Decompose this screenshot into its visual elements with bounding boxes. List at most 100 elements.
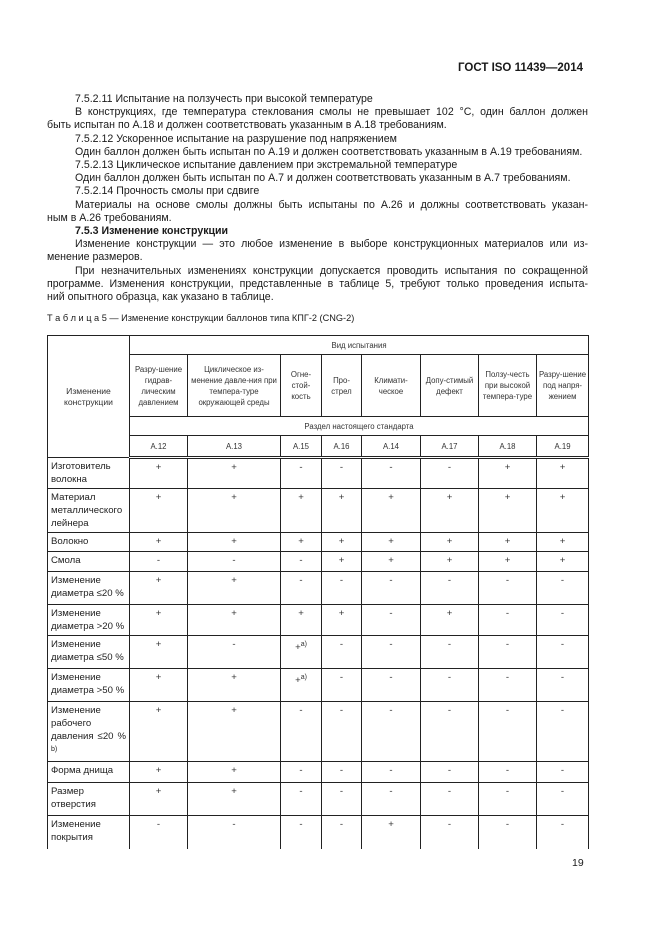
- column-header: Про-стрел: [321, 354, 362, 418]
- cell-mark: +: [155, 672, 162, 684]
- row-label: Изготовитель волокна: [47, 457, 130, 490]
- footnote-ref: a): [300, 674, 307, 682]
- cell-value: +: [420, 551, 479, 573]
- cell-mark: -: [339, 705, 344, 717]
- cell-value: +: [535, 532, 590, 553]
- cell-mark: +: [155, 536, 162, 548]
- cell-value: +: [129, 782, 188, 817]
- cell-mark: -: [156, 555, 161, 567]
- section-ref: А.19: [535, 435, 590, 460]
- cell-value: +: [187, 532, 281, 553]
- cell-value: -: [535, 701, 590, 763]
- cell-mark: -: [505, 819, 510, 831]
- cell-value: +: [187, 701, 281, 763]
- text-line: ным в А.26 требованиям.: [47, 211, 172, 224]
- cell-value: -: [535, 782, 590, 817]
- table-row: Изготовитель волокна + + - - - - + +: [47, 457, 590, 490]
- cell-value: -: [478, 701, 537, 763]
- group-header: Вид испытания: [128, 335, 590, 356]
- cell-value: -: [420, 571, 479, 606]
- cell-value: -: [321, 701, 362, 763]
- table-row: Изменение диаметра ≤20 % + + - - - - - -: [47, 571, 590, 606]
- text-line: Материалы на основе смолы должны быть ис…: [75, 198, 588, 211]
- cell-value: -: [321, 457, 362, 490]
- row-label: Изменение покрытия: [47, 815, 130, 849]
- footnote-ref: a): [300, 641, 307, 649]
- row-label-text: Изменение рабочего давления ≤20 %: [51, 705, 126, 743]
- cell-mark: +: [155, 492, 162, 504]
- cell-value: -: [535, 815, 590, 849]
- cell-mark: +: [231, 765, 237, 777]
- cell-mark: -: [560, 705, 565, 717]
- cell-value: -: [420, 815, 479, 849]
- cell-mark: +: [338, 555, 345, 567]
- table-row: Изменение диаметра >20 % + + + + - + - -: [47, 604, 590, 637]
- cell-mark: +: [231, 672, 237, 684]
- cell-value: -: [361, 457, 421, 490]
- design-change-table: Изменение конструкции Вид испытания Разру-…: [47, 335, 590, 849]
- cell-value: +: [280, 604, 322, 637]
- section-ref: А.17: [420, 435, 479, 460]
- header-row: Раздел настоящего стандарта: [48, 416, 590, 437]
- cell-value: -: [321, 571, 362, 606]
- cell-mark: -: [505, 705, 510, 717]
- cell-mark: -: [447, 765, 452, 777]
- cell-value: -: [535, 571, 590, 606]
- cell-mark: +: [298, 536, 304, 548]
- cell-mark: -: [339, 639, 344, 651]
- cell-value: +: [129, 761, 188, 784]
- cell-mark: -: [447, 786, 452, 798]
- cell-value: -: [280, 815, 322, 849]
- row-label-text: Смола: [51, 555, 81, 567]
- cell-value: -: [187, 815, 281, 849]
- row-label-text: Изменение покрытия: [51, 819, 101, 844]
- cell-mark: +: [504, 462, 511, 474]
- cell-value: +: [129, 457, 188, 490]
- cell-value: -: [478, 761, 537, 784]
- cell-mark: -: [299, 462, 303, 474]
- row-label: Смола: [47, 551, 130, 573]
- text-line: Один баллон должен быть испытан по А.7 и…: [75, 172, 571, 185]
- table-row: Смола - - - + + + + +: [47, 551, 590, 573]
- cell-mark: +: [155, 765, 162, 777]
- header-row: Изменение конструкции Вид испытания: [47, 335, 590, 459]
- cell-mark: +: [231, 705, 237, 717]
- section-ref: А.14: [361, 435, 421, 460]
- cell-value: +: [187, 457, 281, 490]
- body-text: 7.5.2.11 Испытание на ползучесть при выс…: [47, 93, 588, 304]
- cell-mark: -: [505, 672, 510, 684]
- cell-mark: -: [560, 819, 565, 831]
- cell-value: +: [420, 604, 479, 637]
- cell-value: -: [420, 782, 479, 817]
- cell-value: -: [280, 551, 322, 573]
- cell-mark: +: [231, 492, 237, 504]
- cell-mark: -: [232, 639, 236, 651]
- cell-value: +: [420, 488, 479, 534]
- cell-mark: +: [295, 675, 301, 687]
- cell-mark: -: [505, 786, 510, 798]
- column-header: Климати-ческое: [361, 354, 421, 418]
- cell-value: +: [361, 532, 421, 553]
- text-line: программе. Изменения конструкции, предст…: [47, 277, 588, 290]
- cell-value: +: [187, 782, 281, 817]
- text-line: 7.5.3 Изменение конструкции: [75, 225, 229, 238]
- cell-mark: -: [299, 819, 303, 831]
- cell-value: +: [129, 635, 188, 670]
- text-line: быть испытан по А.18 и должен соответств…: [47, 119, 447, 132]
- column-header: Разру-шение гидрав-лическим давлением: [129, 354, 188, 418]
- cell-mark: -: [447, 672, 452, 684]
- cell-value: -: [478, 604, 537, 637]
- column-header: Ползу-честь при высокой темпера-туре: [478, 354, 537, 418]
- cell-mark: -: [505, 765, 510, 777]
- cell-value: -: [129, 551, 188, 573]
- cell-mark: -: [389, 786, 393, 798]
- cell-mark: +: [446, 536, 453, 548]
- cell-mark: +: [295, 642, 301, 654]
- cell-value: -: [187, 635, 281, 670]
- column-header: Разру-шение под напря-жением: [535, 354, 590, 418]
- cell-mark: +: [338, 492, 345, 504]
- table-row: Размер отверстия + + - - - - - -: [47, 782, 590, 817]
- text-line: менение размеров.: [47, 251, 143, 264]
- cell-mark: +: [504, 536, 511, 548]
- cell-value: -: [280, 761, 322, 784]
